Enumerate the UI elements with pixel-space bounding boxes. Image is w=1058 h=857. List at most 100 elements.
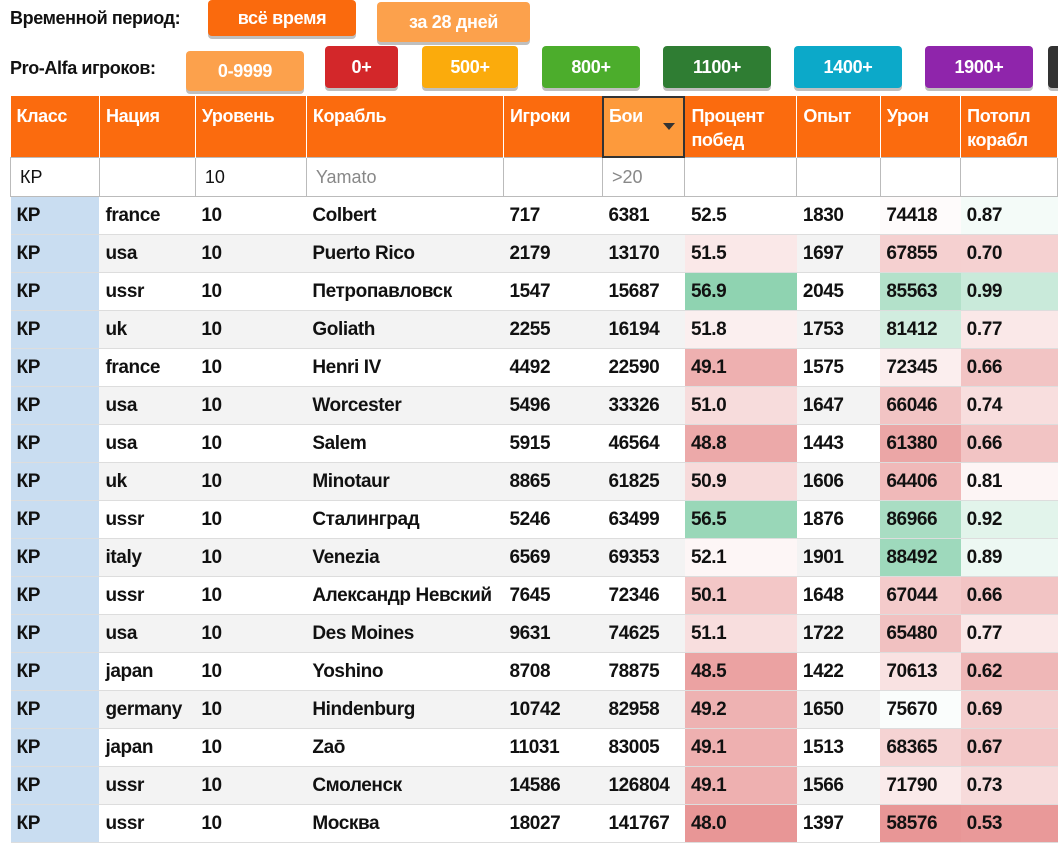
table-cell: 10 <box>195 614 307 653</box>
column-header[interactable]: Опыт <box>796 96 881 158</box>
table-cell: 16194 <box>602 310 685 349</box>
column-header[interactable]: Класс <box>10 96 100 158</box>
period-label: Временной период: <box>10 8 181 28</box>
table-cell: uk <box>99 462 196 501</box>
table-cell: japan <box>99 652 196 691</box>
table-cell: 10 <box>195 766 307 805</box>
filter-cell[interactable] <box>879 157 962 197</box>
filter-value: КР <box>20 166 43 187</box>
players-button[interactable]: 1400+ <box>794 46 902 88</box>
table-row: КР ussr 10 Сталинград 5246 63499 56.5 1876 86966… <box>10 500 1058 539</box>
filter-cell[interactable]: 10 <box>194 157 307 197</box>
table-cell: Москва <box>306 804 504 843</box>
table-cell: 0.53 <box>960 804 1058 843</box>
table-cell: 1397 <box>796 804 881 843</box>
filter-cell[interactable] <box>796 157 881 197</box>
filter-cell[interactable]: КР <box>10 157 100 197</box>
table-cell: 51.5 <box>684 234 797 273</box>
table-cell: Смоленск <box>306 766 504 805</box>
stats-table: Класс Нация Уровень Корабль Игроки Бои Процент… <box>10 96 1058 843</box>
filter-cell[interactable] <box>960 157 1058 197</box>
players-button[interactable]: 0+ <box>325 46 398 88</box>
players-button[interactable]: 1100+ <box>663 46 771 88</box>
filter-cell[interactable]: >20 <box>601 157 686 197</box>
table-cell: 0.74 <box>960 386 1058 425</box>
table-cell: 51.0 <box>684 386 797 425</box>
table-cell: 13170 <box>602 234 685 273</box>
table-cell: 2179 <box>503 234 603 273</box>
table-cell: 70613 <box>880 652 961 691</box>
filter-cell[interactable] <box>684 157 798 197</box>
table-cell: ussr <box>99 272 196 311</box>
table-cell: uk <box>99 310 196 349</box>
players-button[interactable]: 800+ <box>542 46 640 88</box>
table-cell: Colbert <box>306 196 504 235</box>
column-header[interactable]: Потопл корабл <box>960 96 1058 158</box>
table-cell: 10 <box>195 272 307 311</box>
column-header[interactable]: Игроки <box>503 96 603 158</box>
column-header[interactable]: Урон <box>880 96 962 158</box>
table-cell: 49.1 <box>684 348 797 387</box>
period-button[interactable]: за 28 дней <box>377 2 530 42</box>
table-cell: 1575 <box>796 348 881 387</box>
table-cell: 10 <box>195 538 307 577</box>
table-cell: 74625 <box>602 614 685 653</box>
table-cell: 52.1 <box>684 538 797 577</box>
table-cell: 5246 <box>503 500 603 539</box>
table-cell: Venezia <box>306 538 504 577</box>
table-cell: 0.67 <box>960 728 1058 767</box>
table-cell: 56.9 <box>684 272 797 311</box>
column-header[interactable]: Уровень <box>195 96 307 158</box>
table-row: КР ussr 10 Александр Невский 7645 72346 50.1 16… <box>10 576 1058 615</box>
filter-cell[interactable] <box>98 157 196 197</box>
table-row: КР ussr 10 Петропавловск 1547 15687 56.9 2045 85… <box>10 272 1058 311</box>
table-cell: 78875 <box>602 652 685 691</box>
players-button[interactable]: 1900+ <box>925 46 1033 88</box>
table-cell: Александр Невский <box>306 576 504 615</box>
table-cell: 0.89 <box>960 538 1058 577</box>
table-cell: france <box>99 196 196 235</box>
filter-cell[interactable] <box>502 157 603 197</box>
table-cell: КР <box>10 652 100 691</box>
table-cell: КР <box>10 424 100 463</box>
table-cell: 10742 <box>503 690 603 729</box>
table-cell: 0.77 <box>960 310 1058 349</box>
table-cell: 8865 <box>503 462 603 501</box>
table-cell: italy <box>99 538 196 577</box>
table-cell: КР <box>10 386 100 425</box>
table-cell: Salem <box>306 424 504 463</box>
table-cell: 18027 <box>503 804 603 843</box>
players-button[interactable]: 500+ <box>422 46 518 88</box>
table-cell: 51.1 <box>684 614 797 653</box>
column-header[interactable]: Нация <box>99 96 196 158</box>
table-cell: КР <box>10 804 100 843</box>
players-button[interactable] <box>1048 46 1058 88</box>
table-cell: 0.77 <box>960 614 1058 653</box>
column-header[interactable]: Корабль <box>306 96 504 158</box>
table-cell: 49.1 <box>684 766 797 805</box>
table-cell: 1830 <box>796 196 881 235</box>
table-cell: 15687 <box>602 272 685 311</box>
table-cell: 81412 <box>880 310 961 349</box>
table-cell: 46564 <box>602 424 685 463</box>
column-header[interactable]: Процент побед <box>684 96 798 158</box>
filter-cell[interactable]: Yamato <box>305 157 504 197</box>
table-row: КР usa 10 Puerto Rico 2179 13170 51.5 1697 67855… <box>10 234 1058 273</box>
table-cell: 0.92 <box>960 500 1058 539</box>
period-button[interactable]: всё время <box>208 0 356 36</box>
table-cell: 9631 <box>503 614 603 653</box>
table-cell: 33326 <box>602 386 685 425</box>
table-cell: usa <box>99 424 196 463</box>
table-cell: 0.66 <box>960 424 1058 463</box>
table-cell: 126804 <box>602 766 685 805</box>
table-cell: ussr <box>99 766 196 805</box>
table-cell: Петропавловск <box>306 272 504 311</box>
table-cell: 10 <box>195 196 307 235</box>
table-cell: Henri IV <box>306 348 504 387</box>
table-cell: 75670 <box>880 690 961 729</box>
table-row: КР uk 10 Minotaur 8865 61825 50.9 1606 64406 0.81 <box>10 462 1058 501</box>
column-header[interactable]: Бои <box>602 96 686 158</box>
players-button[interactable]: 0-9999 <box>186 51 304 91</box>
table-cell: 1648 <box>796 576 881 615</box>
